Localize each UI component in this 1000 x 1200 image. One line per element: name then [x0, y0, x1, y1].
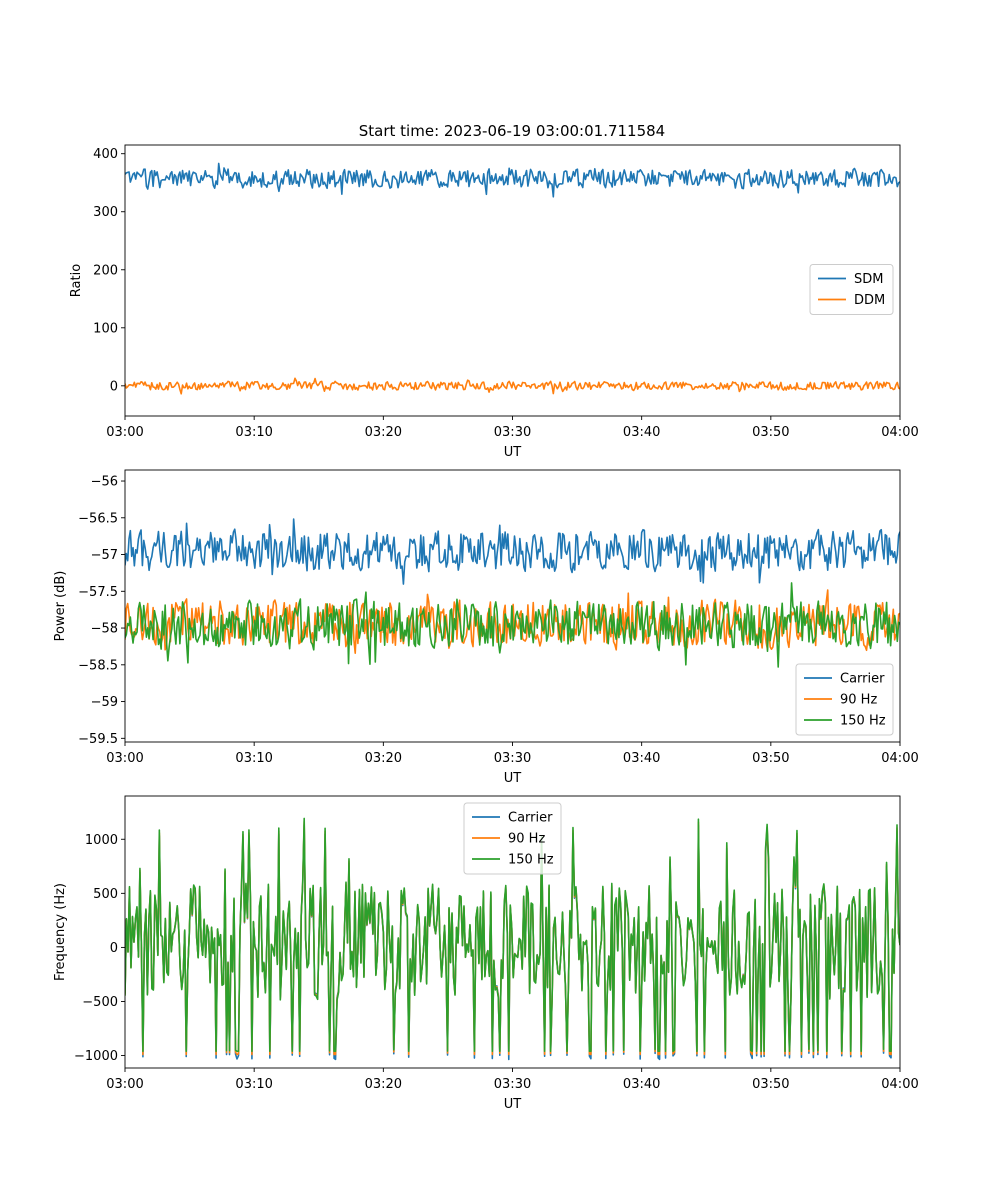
- chart-panel-3: 03:00 03:10 03:20 03:30 03:40 03:50 04:00 −1000…: [53, 795, 919, 1112]
- x-tick-label: 03:50: [752, 425, 789, 440]
- legend-entry: Carrier: [508, 811, 553, 826]
- legend-entry: 90 Hz: [840, 693, 877, 708]
- legend-entry: DDM: [854, 293, 885, 308]
- chart-panel-1: 03:00 03:10 03:20 03:30 03:40 03:50 04:00 0 100 2…: [69, 144, 919, 460]
- y-tick-label: 500: [93, 887, 118, 902]
- legend: Carrier 90 Hz 150 Hz: [795, 663, 894, 736]
- legend-box: [809, 264, 894, 315]
- x-tick-label: 03:30: [494, 425, 531, 440]
- x-tick-label: 03:00: [106, 425, 143, 440]
- y-tick-label: 300: [93, 205, 118, 220]
- x-tick-label: 04:00: [881, 1077, 918, 1092]
- legend-entry: 90 Hz: [508, 832, 545, 847]
- y-tick-label: −59.5: [78, 732, 118, 747]
- y-tick-label: −56: [91, 475, 118, 490]
- y-tick-label: 200: [93, 263, 118, 278]
- legend: Carrier 90 Hz 150 Hz: [463, 802, 562, 875]
- series-line-sdm: [125, 162, 900, 198]
- legend-entry: Carrier: [840, 672, 885, 687]
- series-line-ddm: [125, 377, 900, 395]
- legend-entry: 150 Hz: [508, 853, 554, 868]
- y-tick-label: 0: [110, 379, 118, 394]
- x-tick-label: 03:10: [235, 1077, 272, 1092]
- x-tick-label: 03:00: [106, 1077, 143, 1092]
- legend-box: [463, 802, 562, 875]
- legend: SDM DDM: [809, 264, 894, 315]
- figure-title: Start time: 2023-06-19 03:00:01.711584: [359, 122, 665, 140]
- x-axis-label: UT: [504, 445, 522, 460]
- x-tick-label: 03:20: [365, 425, 402, 440]
- y-tick-label: −57.5: [78, 585, 118, 600]
- y-tick-label: 400: [93, 147, 118, 162]
- series-line-150-hz: [125, 582, 900, 668]
- y-tick-label: 1000: [85, 833, 118, 848]
- y-tick-label: −500: [82, 995, 118, 1010]
- x-tick-label: 03:50: [752, 1077, 789, 1092]
- chart-panels: 03:00 03:10 03:20 03:30 03:40 03:50 04:00 0 100 2…: [53, 144, 919, 1112]
- y-axis-label: Ratio: [69, 264, 84, 297]
- x-tick-label: 04:00: [881, 425, 918, 440]
- y-tick-label: −58: [91, 622, 118, 637]
- y-tick-label: −56.5: [78, 511, 118, 526]
- legend-entry: 150 Hz: [840, 714, 886, 729]
- x-tick-label: 03:50: [752, 751, 789, 766]
- y-tick-label: −59: [91, 695, 118, 710]
- x-tick-label: 03:30: [494, 1077, 531, 1092]
- x-axis-label: UT: [504, 771, 522, 786]
- x-tick-label: 04:00: [881, 751, 918, 766]
- y-tick-label: 100: [93, 321, 118, 336]
- x-tick-label: 03:10: [235, 751, 272, 766]
- chart-panel-2: 03:00 03:10 03:20 03:30 03:40 03:50 04:00 −56 −5…: [53, 469, 919, 786]
- x-tick-label: 03:20: [365, 1077, 402, 1092]
- y-tick-label: 0: [110, 941, 118, 956]
- legend-entry: SDM: [854, 272, 883, 287]
- x-tick-label: 03:00: [106, 751, 143, 766]
- x-tick-label: 03:40: [623, 751, 660, 766]
- y-tick-label: −58.5: [78, 658, 118, 673]
- x-tick-label: 03:40: [623, 425, 660, 440]
- y-axis-label: Power (dB): [53, 571, 68, 642]
- x-tick-label: 03:40: [623, 1077, 660, 1092]
- x-axis-label: UT: [504, 1097, 522, 1112]
- legend-box: [795, 663, 894, 736]
- series-line-150-hz: [125, 817, 900, 1053]
- y-axis-label: Frequency (Hz): [53, 883, 68, 981]
- y-tick-label: −1000: [74, 1049, 118, 1064]
- x-tick-label: 03:30: [494, 751, 531, 766]
- x-tick-label: 03:10: [235, 425, 272, 440]
- x-tick-label: 03:20: [365, 751, 402, 766]
- series-line-carrier: [125, 518, 900, 585]
- y-tick-label: −57: [91, 548, 118, 563]
